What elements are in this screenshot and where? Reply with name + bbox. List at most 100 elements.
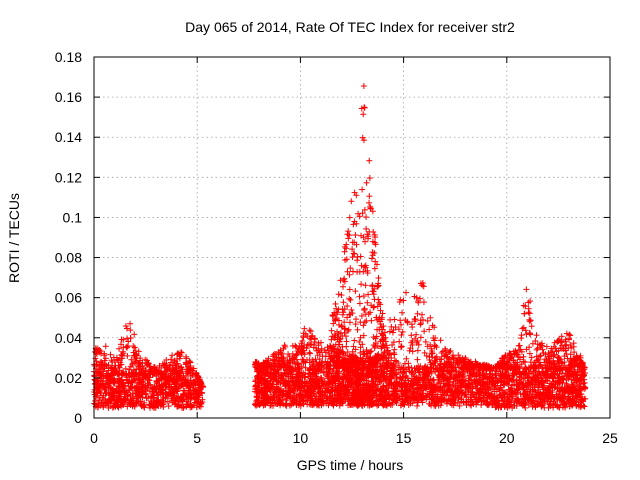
data-point [347,265,354,272]
data-point [366,193,373,200]
data-point [162,395,169,402]
data-point [352,232,359,239]
data-point [371,296,378,303]
data-point [301,325,308,332]
data-point [131,331,138,338]
data-point [413,331,420,338]
data-point [122,365,129,372]
data-point [362,282,369,289]
data-point [306,327,313,334]
data-point [352,288,359,295]
data-point [123,343,130,350]
data-point [119,351,126,358]
data-point [114,378,121,385]
data-point [375,275,382,282]
data-point [356,300,363,307]
data-point [363,179,370,186]
data-point [343,338,350,345]
data-point [346,214,353,221]
data-point [361,319,368,326]
data-point [371,303,378,310]
data-point [345,228,352,235]
data-point [386,328,393,335]
data-point [366,175,373,182]
data-point [307,350,314,357]
data-point [397,317,404,324]
data-point [361,238,368,245]
data-point [372,343,379,350]
data-point [361,104,368,111]
data-point [328,327,335,334]
data-point [414,310,421,317]
data-point [527,317,534,324]
data-point [347,296,354,303]
data-point [437,337,444,344]
data-point [142,391,149,398]
data-point [417,334,424,341]
data-point [365,291,372,298]
data-point [125,338,132,345]
data-point [178,349,185,356]
data-point [516,342,523,349]
data-point [527,359,534,366]
data-point [363,225,370,232]
data-point [102,343,109,350]
data-point [346,295,353,302]
data-point [346,286,353,293]
data-point [418,311,425,318]
data-point [340,299,347,306]
data-point [165,403,172,410]
data-point [176,353,183,360]
data-point [343,343,350,350]
data-point [140,402,147,409]
data-point [101,352,108,359]
data-point [403,289,410,296]
data-point [420,299,427,306]
data-point [335,291,342,298]
data-point [363,317,370,324]
data-point [361,306,368,313]
data-point [306,349,313,356]
data-point [408,321,415,328]
data-point [350,221,357,228]
data-point [124,352,131,359]
data-point [414,356,421,363]
data-point [354,326,361,333]
data-point [366,157,373,164]
data-point [523,331,530,338]
data-point [360,293,367,300]
data-point [581,403,588,410]
data-point [357,253,364,260]
data-point [399,328,406,335]
data-point [183,353,190,360]
data-point [523,286,530,293]
data-point [533,332,540,339]
data-point [107,351,114,358]
data-point [349,268,356,275]
data-point [351,337,358,344]
data-point [406,347,413,354]
data-point [101,357,108,364]
data-point [345,326,352,333]
data-point [118,361,125,368]
data-point [92,355,99,362]
data-point [399,309,406,316]
data-points [91,82,589,411]
data-point [368,317,375,324]
data-point [400,297,407,304]
data-point [526,310,533,317]
data-point [387,316,394,323]
data-point [123,325,130,332]
data-point [360,322,367,329]
data-point [338,292,345,299]
data-point [359,186,366,193]
data-point [368,255,375,262]
data-point [180,387,187,394]
data-point [332,300,339,307]
data-point [348,198,355,205]
data-point [358,281,365,288]
data-point [366,199,373,206]
data-point [414,347,421,354]
data-point [360,82,367,89]
data-point [354,257,361,264]
